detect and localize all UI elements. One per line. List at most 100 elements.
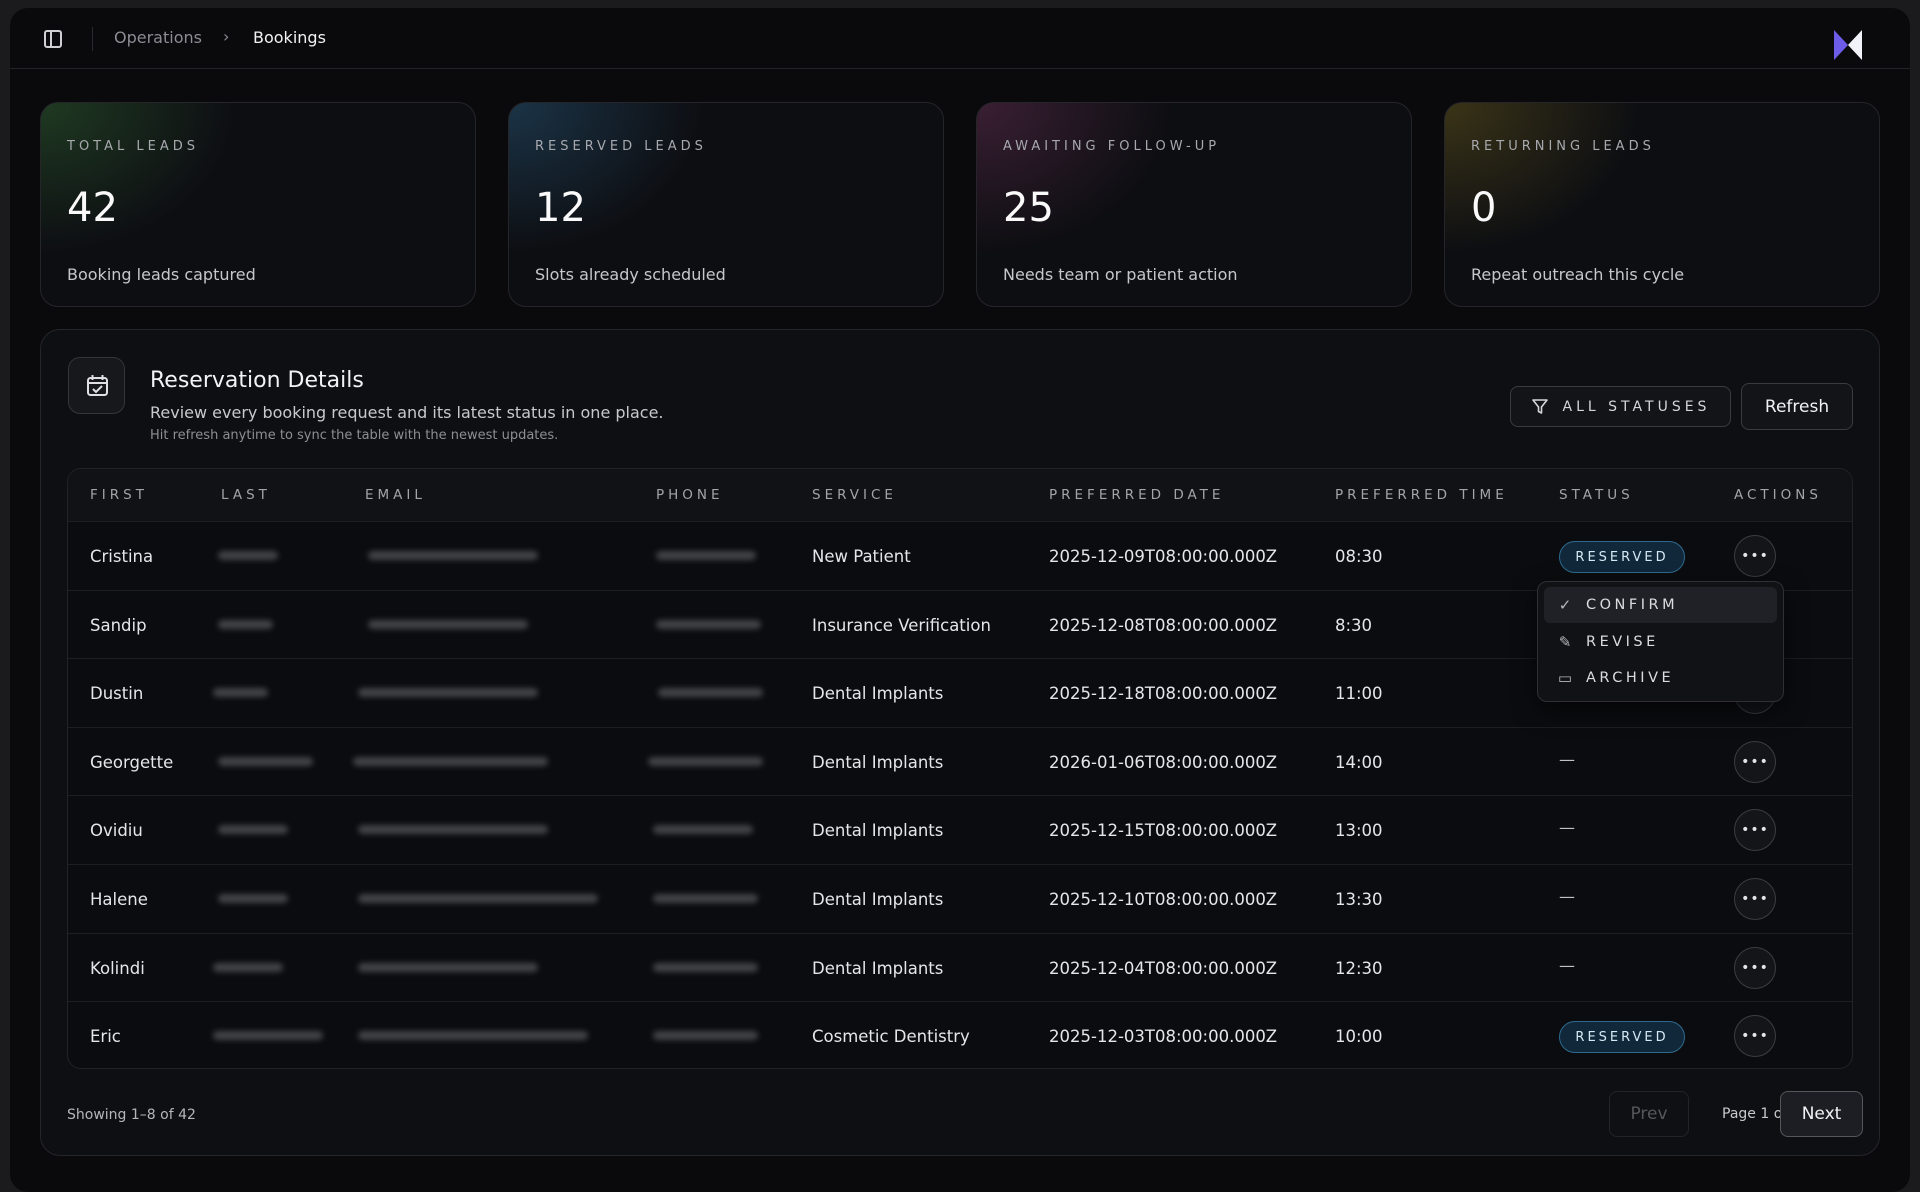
redacted-last-name bbox=[218, 551, 278, 560]
breadcrumb-bookings: Bookings bbox=[253, 28, 326, 47]
status-empty: — bbox=[1559, 955, 1575, 975]
redacted-email bbox=[368, 551, 538, 560]
stat-card: TOTAL LEADS 42 Booking leads captured bbox=[40, 102, 476, 307]
menu-item-confirm[interactable]: ✓ CONFIRM bbox=[1544, 587, 1777, 623]
service-cell: New Patient bbox=[812, 547, 911, 566]
menu-item-label: ARCHIVE bbox=[1586, 670, 1675, 686]
menu-item-revise[interactable]: ✎ REVISE bbox=[1544, 624, 1777, 660]
redacted-email bbox=[353, 756, 548, 766]
row-actions-button[interactable]: ••• bbox=[1734, 878, 1776, 920]
preferred-date-cell: 2025-12-15T08:00:00.000Z bbox=[1049, 821, 1278, 841]
refresh-button[interactable]: Refresh bbox=[1741, 383, 1853, 430]
reservations-table: FIRST LAST EMAIL PHONE SERVICE PREFERRED DATE… bbox=[67, 468, 1853, 1069]
panel-title: Reservation Details bbox=[150, 368, 364, 393]
stat-value: 25 bbox=[1003, 185, 1054, 231]
first-name-cell: Eric bbox=[90, 1027, 121, 1047]
redacted-phone bbox=[658, 688, 763, 698]
redacted-phone bbox=[653, 962, 758, 972]
table-row: Ovidiu Dental Implants 2025-12-15T08:00:… bbox=[68, 795, 1852, 864]
stat-value: 42 bbox=[67, 185, 118, 231]
row-actions-button[interactable]: ••• bbox=[1734, 740, 1776, 783]
status-badge: RESERVED bbox=[1559, 1021, 1685, 1054]
table-row: Georgette Dental Implants 2026-01-06T08:… bbox=[68, 726, 1852, 796]
service-cell: Dental Implants bbox=[812, 821, 944, 841]
chevron-right-icon: › bbox=[223, 27, 230, 46]
stat-label: TOTAL LEADS bbox=[67, 139, 199, 154]
column-header: PREFERRED DATE bbox=[1049, 487, 1225, 503]
divider bbox=[92, 27, 93, 51]
reservation-panel: Reservation Details Review every booking… bbox=[40, 329, 1880, 1156]
menu-item-archive[interactable]: ▭ ARCHIVE bbox=[1544, 660, 1777, 696]
stat-caption: Needs team or patient action bbox=[1003, 265, 1238, 284]
filter-label: ALL STATUSES bbox=[1562, 398, 1711, 415]
first-name-cell: Georgette bbox=[90, 752, 174, 772]
service-cell: Cosmetic Dentistry bbox=[812, 1027, 970, 1047]
row-actions-button[interactable]: ••• bbox=[1734, 1015, 1776, 1058]
preferred-time-cell: 13:30 bbox=[1335, 890, 1383, 909]
status-empty: — bbox=[1559, 818, 1575, 838]
redacted-last-name bbox=[218, 756, 313, 766]
stat-label: AWAITING FOLLOW-UP bbox=[1003, 139, 1221, 154]
logo-icon bbox=[1834, 30, 1862, 60]
redacted-phone bbox=[656, 551, 756, 560]
panel-hint: Hit refresh anytime to sync the table wi… bbox=[150, 428, 559, 443]
column-header: FIRST bbox=[90, 487, 148, 503]
row-actions-button[interactable]: ••• bbox=[1734, 946, 1776, 989]
preferred-date-cell: 2025-12-04T08:00:00.000Z bbox=[1049, 958, 1278, 978]
stat-value: 12 bbox=[535, 185, 586, 231]
redacted-email bbox=[358, 1031, 588, 1041]
row-actions-button[interactable]: ••• bbox=[1734, 535, 1776, 577]
column-header: SERVICE bbox=[812, 487, 897, 503]
redacted-phone bbox=[653, 1031, 758, 1041]
first-name-cell: Dustin bbox=[90, 684, 144, 704]
status-filter-button[interactable]: ALL STATUSES bbox=[1510, 386, 1731, 427]
stat-label: RESERVED LEADS bbox=[535, 139, 707, 154]
redacted-last-name bbox=[218, 619, 273, 629]
stat-caption: Slots already scheduled bbox=[535, 265, 726, 284]
first-name-cell: Kolindi bbox=[90, 958, 145, 978]
preferred-date-cell: 2025-12-10T08:00:00.000Z bbox=[1049, 890, 1278, 909]
showing-count: Showing 1–8 of 42 bbox=[67, 1107, 196, 1123]
table-row: Eric Cosmetic Dentistry 2025-12-03T08:00… bbox=[68, 1001, 1852, 1068]
redacted-phone bbox=[653, 825, 753, 835]
prev-page-button[interactable]: Prev bbox=[1609, 1091, 1689, 1137]
column-header: LAST bbox=[221, 487, 271, 503]
archive-icon: ▭ bbox=[1557, 669, 1573, 687]
first-name-cell: Cristina bbox=[90, 547, 154, 566]
status-badge: RESERVED bbox=[1559, 541, 1685, 573]
app-window: Operations › Bookings TOTAL LEADS 42 Boo… bbox=[10, 8, 1910, 1192]
preferred-time-cell: 8:30 bbox=[1335, 615, 1373, 635]
redacted-phone bbox=[656, 619, 761, 629]
menu-item-label: REVISE bbox=[1586, 633, 1659, 650]
column-header: STATUS bbox=[1559, 487, 1634, 503]
check-icon: ✓ bbox=[1558, 596, 1572, 614]
preferred-date-cell: 2026-01-06T08:00:00.000Z bbox=[1049, 752, 1278, 772]
preferred-date-cell: 2025-12-18T08:00:00.000Z bbox=[1049, 684, 1278, 704]
stat-card: RESERVED LEADS 12 Slots already schedule… bbox=[508, 102, 944, 307]
redacted-email bbox=[358, 825, 548, 835]
table-header: FIRST LAST EMAIL PHONE SERVICE PREFERRED DATE… bbox=[68, 469, 1852, 521]
first-name-cell: Ovidiu bbox=[90, 821, 143, 841]
first-name-cell: Sandip bbox=[90, 615, 147, 635]
breadcrumb-operations[interactable]: Operations bbox=[114, 28, 202, 47]
table-row: Kolindi Dental Implants 2025-12-04T08:00… bbox=[68, 932, 1852, 1002]
redacted-phone bbox=[653, 894, 758, 903]
service-cell: Dental Implants bbox=[812, 890, 944, 909]
redacted-email bbox=[358, 688, 538, 698]
row-actions-button[interactable]: ••• bbox=[1734, 809, 1776, 852]
redacted-email bbox=[358, 894, 598, 903]
redacted-last-name bbox=[213, 962, 283, 972]
column-header: PREFERRED TIME bbox=[1335, 487, 1508, 503]
next-page-button[interactable]: Next bbox=[1780, 1091, 1863, 1137]
preferred-date-cell: 2025-12-09T08:00:00.000Z bbox=[1049, 547, 1278, 566]
menu-item-label: CONFIRM bbox=[1586, 597, 1679, 613]
preferred-time-cell: 13:00 bbox=[1335, 821, 1383, 841]
stat-value: 0 bbox=[1471, 185, 1497, 231]
status-empty: — bbox=[1559, 887, 1575, 906]
sidebar-toggle-icon[interactable] bbox=[44, 30, 62, 48]
preferred-time-cell: 12:30 bbox=[1335, 958, 1383, 978]
first-name-cell: Halene bbox=[90, 890, 148, 909]
redacted-last-name bbox=[218, 894, 288, 903]
top-bar: Operations › Bookings bbox=[10, 8, 1910, 69]
table-row: Halene Dental Implants 2025-12-10T08:00:… bbox=[68, 864, 1852, 933]
